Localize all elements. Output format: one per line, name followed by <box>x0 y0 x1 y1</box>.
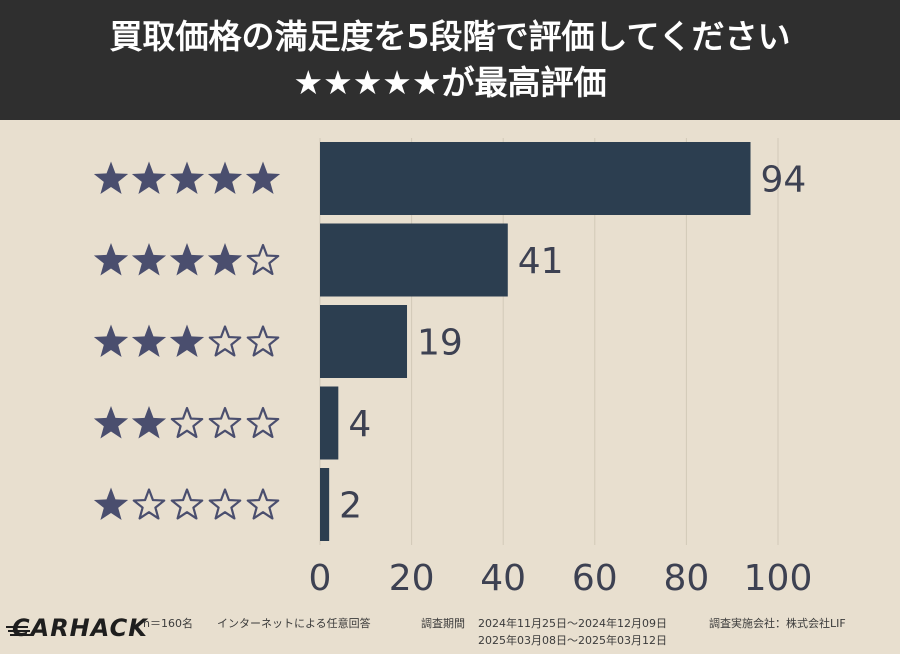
period-label: 調査期間 <box>421 617 465 630</box>
star-filled-icon <box>131 406 167 439</box>
title-line-1: 買取価格の満足度を5段階で評価してください <box>109 17 791 56</box>
data-label-5: 2 <box>339 486 362 527</box>
period-2: 2025年03月08日～2025年03月12日 <box>478 634 667 647</box>
star-filled-icon <box>93 161 129 195</box>
star-filled-icon <box>169 324 205 358</box>
star-empty-icon <box>246 406 280 439</box>
footer: CARHACK n＝160名 インターネットによる任意回答 調査期間 2024年… <box>0 610 900 654</box>
bar-2 <box>320 223 508 297</box>
data-label-1: 94 <box>761 160 807 201</box>
logo-stripes-icon <box>6 626 32 636</box>
survey-company: 調査実施会社：株式会社LIF <box>709 617 846 630</box>
star-filled-icon <box>93 243 129 276</box>
star-empty-icon <box>246 488 280 520</box>
x-tick-label: 20 <box>389 558 435 599</box>
star-empty-icon <box>132 488 166 520</box>
sample-size: n＝160名 <box>143 617 193 630</box>
star-empty-icon <box>170 406 204 439</box>
bar-chart: 94 41 19 4 20 20 40 60 80 100 <box>93 138 813 599</box>
x-tick-label: 100 <box>744 558 813 599</box>
star-filled-icon <box>131 243 167 276</box>
star-empty-icon <box>246 325 280 357</box>
star-filled-icon <box>93 406 129 439</box>
title-banner: 買取価格の満足度を5段階で評価してください ★★★★★が最高評価 <box>0 0 900 120</box>
carhack-logo: CARHACK <box>12 614 148 642</box>
data-label-2: 41 <box>518 241 564 282</box>
survey-method: インターネットによる任意回答 <box>217 617 371 630</box>
star-filled-icon <box>169 161 205 195</box>
star-filled-icon <box>93 324 129 358</box>
bar-1 <box>320 142 751 215</box>
bar-3 <box>320 305 408 378</box>
star-filled-icon <box>169 243 205 276</box>
star-filled-icon <box>93 487 129 521</box>
star-filled-icon <box>207 161 243 195</box>
star-empty-icon <box>208 488 242 520</box>
star-empty-icon <box>170 488 204 520</box>
star-filled-icon <box>245 161 281 195</box>
x-tick-label: 0 <box>309 558 332 599</box>
star-empty-icon <box>246 243 280 276</box>
x-tick-label: 80 <box>663 558 709 599</box>
bar-4 <box>320 386 339 460</box>
data-label-4: 4 <box>348 404 371 445</box>
star-empty-icon <box>208 325 242 357</box>
star-filled-icon <box>131 161 167 195</box>
star-filled-icon <box>207 243 243 276</box>
period-1: 2024年11月25日～2024年12月09日 <box>478 617 667 630</box>
data-label-3: 19 <box>417 323 463 364</box>
x-tick-label: 60 <box>572 558 618 599</box>
bar-5 <box>320 468 330 541</box>
x-tick-label: 40 <box>480 558 526 599</box>
title-line-2: ★★★★★が最高評価 <box>293 63 607 102</box>
star-empty-icon <box>208 406 242 439</box>
star-filled-icon <box>131 324 167 358</box>
